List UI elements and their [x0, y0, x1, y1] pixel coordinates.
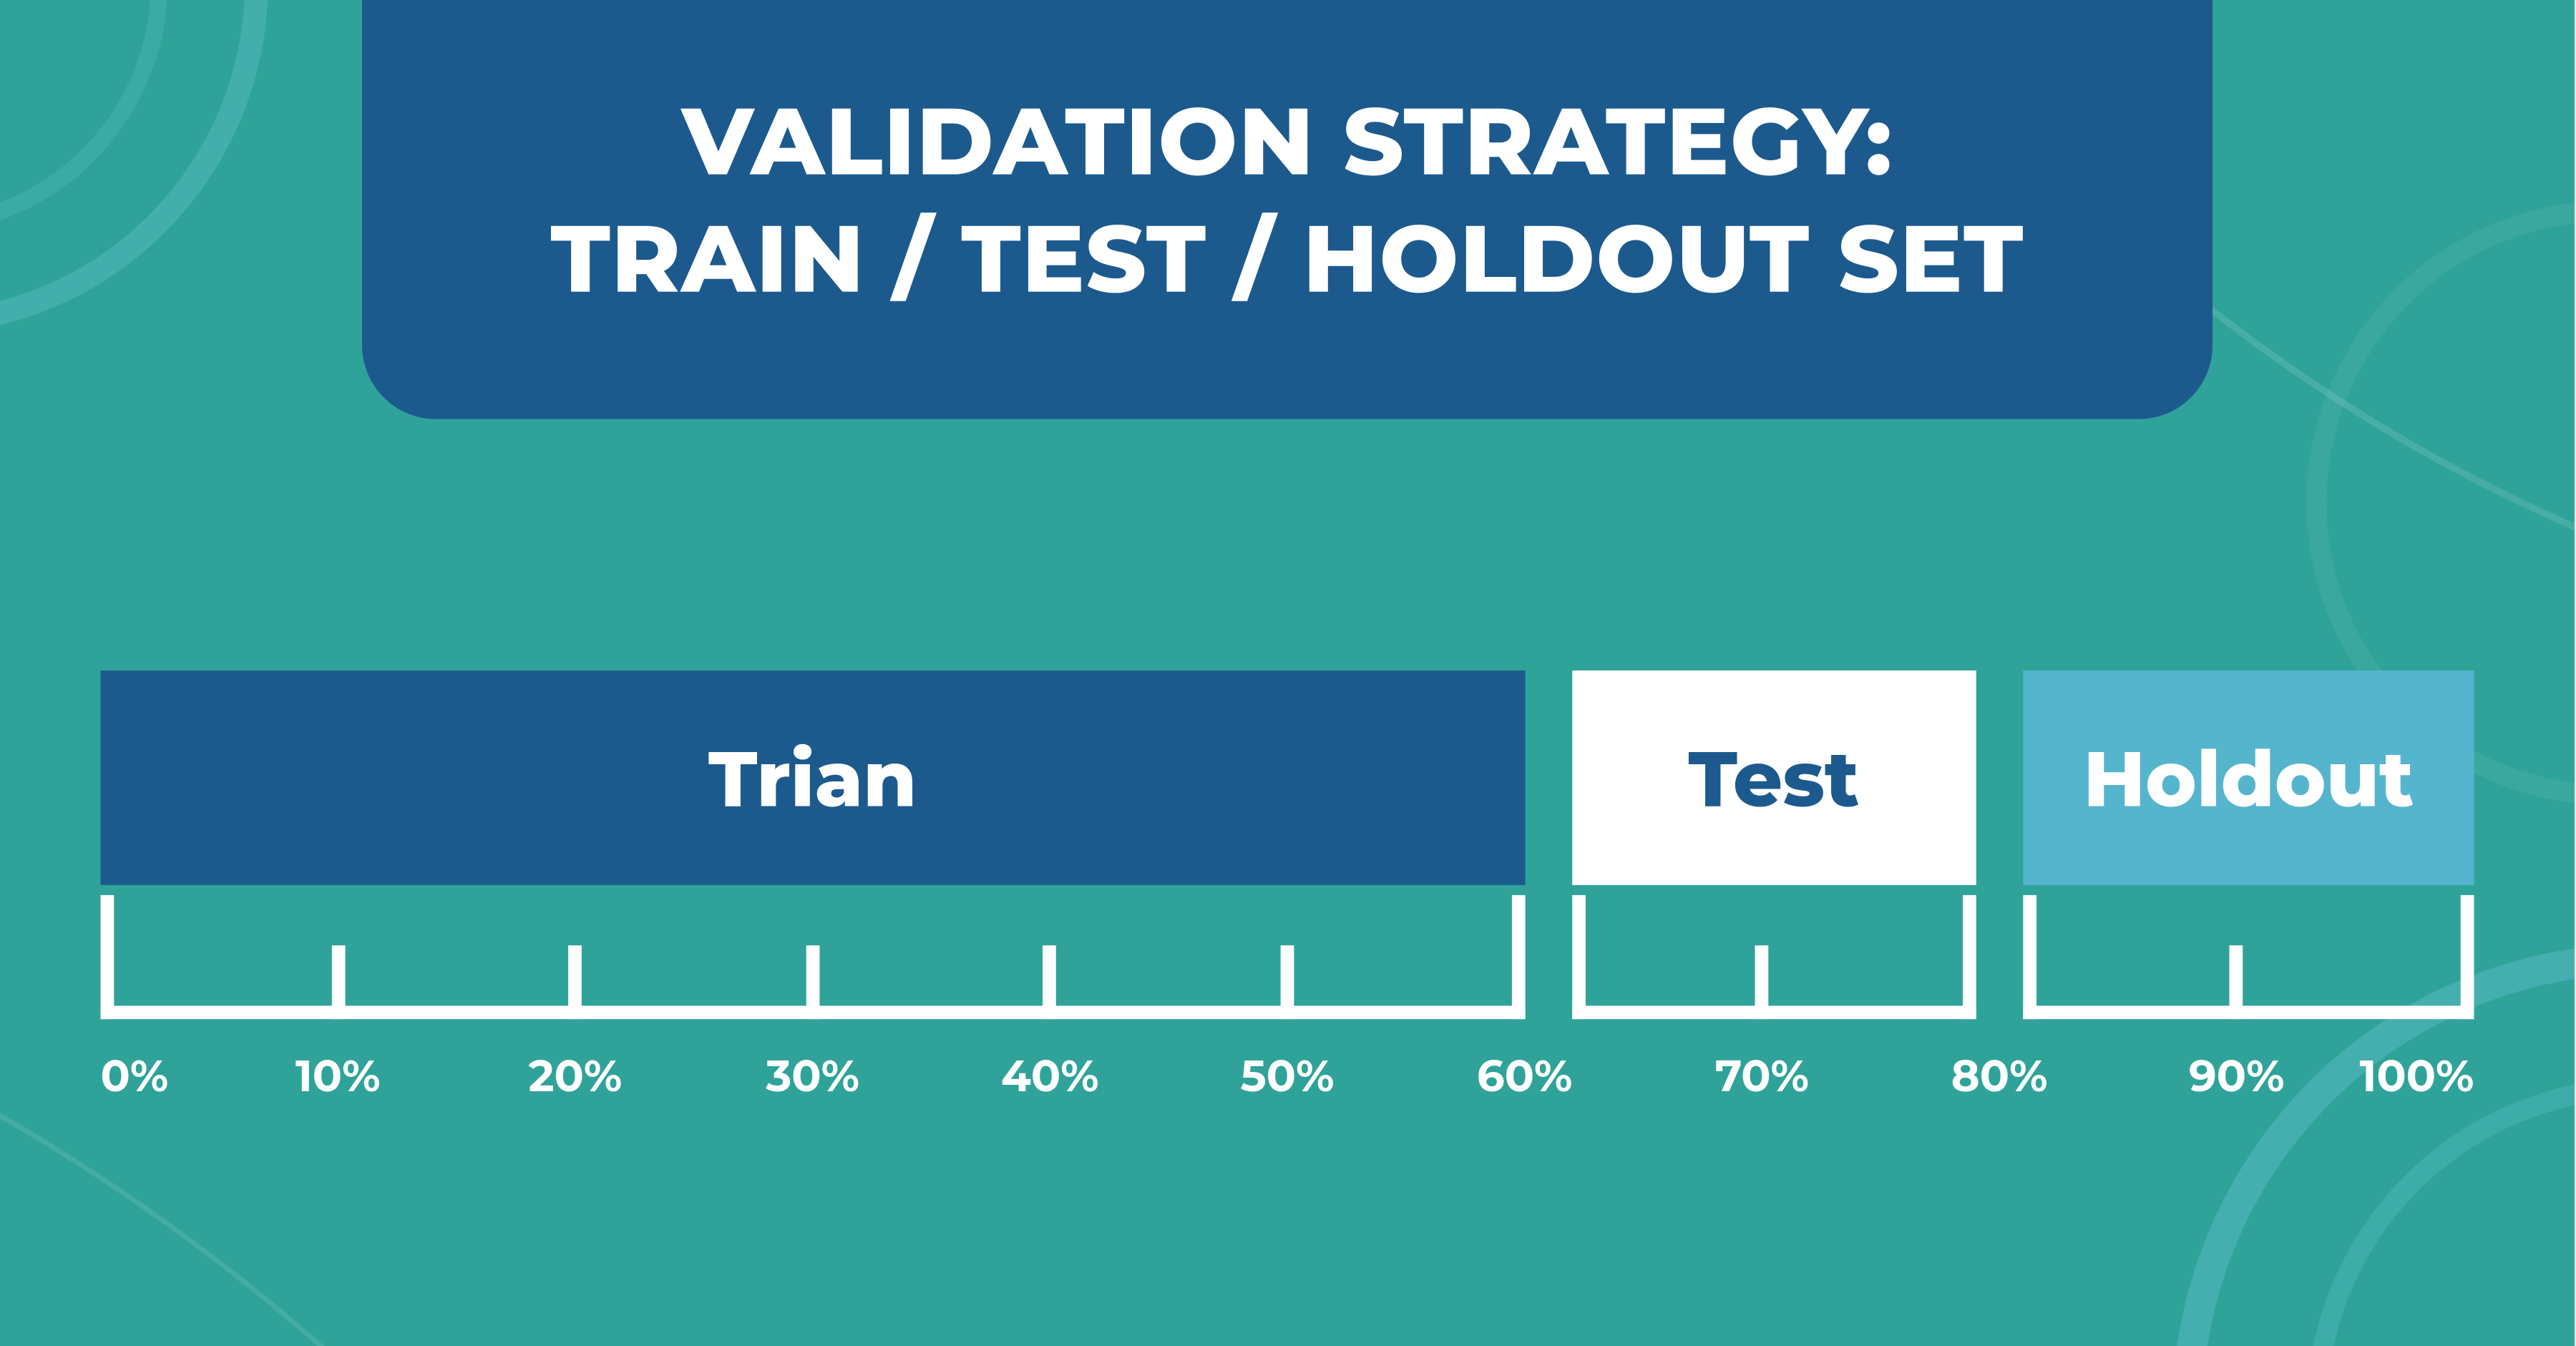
pct-label: 80%	[1951, 1049, 2048, 1103]
axis-baseline	[2023, 1005, 2474, 1019]
axis-tick	[2230, 945, 2243, 1019]
pct-label: 10%	[296, 1049, 381, 1103]
segment-label: Holdout	[2083, 730, 2414, 826]
axis-group	[1572, 895, 1976, 1019]
title-line-2: TRAIN / TEST / HOLDOUT SET	[429, 201, 2146, 318]
pct-label-row: 0% 10% 20% 30% 40% 50% 60% 70% 80% 90% 100%	[101, 1049, 2474, 1116]
axis-tick	[1511, 895, 1525, 1019]
pct-label: 0%	[101, 1049, 169, 1103]
title-line-1: VALIDATION STRATEGY:	[429, 84, 2146, 201]
axis-tick	[1043, 945, 1057, 1019]
axis-group	[2023, 895, 2474, 1019]
axis-tick	[1281, 945, 1294, 1019]
pct-label: 70%	[1715, 1049, 1809, 1103]
axis-tick	[1962, 895, 1976, 1019]
axis-tick	[1755, 945, 1769, 1019]
axis-group	[101, 895, 1525, 1019]
axis-tick	[2461, 895, 2474, 1019]
axis-tick	[331, 945, 345, 1019]
segment-train: Trian	[101, 670, 1525, 885]
axis-tick	[2023, 895, 2036, 1019]
infographic-canvas: VALIDATION STRATEGY: TRAIN / TEST / HOLD…	[0, 0, 2575, 1346]
pct-label: 100%	[2359, 1049, 2474, 1103]
pct-label: 30%	[766, 1049, 859, 1103]
title-box: VALIDATION STRATEGY: TRAIN / TEST / HOLD…	[362, 0, 2212, 419]
axis-tick	[569, 945, 582, 1019]
axis-baseline	[1572, 1005, 1976, 1019]
axis-tick	[101, 895, 114, 1019]
split-diagram: Trian Test Holdout 0% 10% 20% 30% 40% 50% 60% 70%…	[101, 670, 2474, 1116]
axis-row	[101, 895, 2474, 1019]
pct-label: 90%	[2189, 1049, 2285, 1103]
pct-label: 60%	[1477, 1049, 1573, 1103]
axis-tick	[806, 945, 819, 1019]
decorative-swirl	[0, 0, 268, 335]
segment-label: Trian	[708, 730, 917, 826]
pct-label: 50%	[1240, 1049, 1334, 1103]
pct-label: 20%	[529, 1049, 623, 1103]
segment-test: Test	[1572, 670, 1976, 885]
segment-holdout: Holdout	[2023, 670, 2474, 885]
pct-label: 40%	[1001, 1049, 1099, 1103]
decorative-swirl	[2306, 1078, 2575, 1346]
decorative-swirl	[0, 0, 167, 235]
segment-label: Test	[1689, 730, 1860, 826]
axis-tick	[1572, 895, 1586, 1019]
segment-row: Trian Test Holdout	[101, 670, 2474, 885]
